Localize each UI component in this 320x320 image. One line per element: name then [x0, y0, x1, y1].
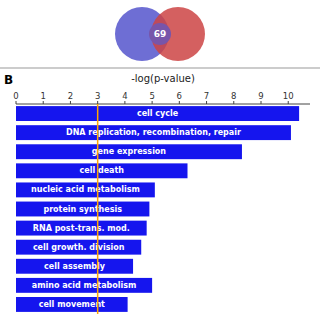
bar — [16, 202, 149, 217]
tick-mark — [16, 101, 17, 104]
category-label: DNA replication, recombination, repair — [66, 128, 241, 137]
bar — [16, 221, 147, 236]
category-label: gene expression — [92, 147, 167, 156]
venn-diagram: 69 — [115, 7, 205, 61]
tick-label: 1 — [41, 91, 46, 101]
tick-mark — [288, 101, 289, 104]
tick-mark — [70, 101, 71, 104]
category-label: nucleic acid metabolism — [31, 185, 140, 194]
bar-labels: cell cycle DNA replication, recombination… — [31, 109, 241, 309]
bar — [16, 259, 133, 274]
venn-circle — [151, 7, 205, 61]
tick-label: 6 — [177, 91, 182, 101]
category-label: RNA post-trans. mod. — [33, 224, 130, 233]
tick-label: 4 — [122, 91, 127, 101]
tick-mark — [261, 101, 262, 104]
category-label: protein synthesis — [43, 205, 122, 214]
bar — [16, 106, 299, 121]
bar — [16, 125, 291, 140]
bar — [16, 163, 188, 178]
tick-mark — [97, 101, 98, 104]
tick-label: 3 — [95, 91, 100, 101]
category-label: cell cycle — [137, 109, 179, 118]
panel-label: B — [4, 73, 13, 87]
category-label: cell growth. division — [33, 243, 125, 252]
separator — [0, 67, 320, 69]
tick-mark — [152, 101, 153, 104]
category-label: cell death — [79, 166, 124, 175]
tick-mark — [206, 101, 207, 104]
venn-overlap — [149, 23, 171, 45]
tick-label: 0 — [13, 91, 18, 101]
venn-label: 69 — [154, 29, 167, 39]
chart: 69 B -log(p-value) 0 1 2 3 4 5 6 7 8 9 10 cell cycle DN… — [0, 0, 320, 320]
tick-label: 10 — [283, 91, 294, 101]
bar — [16, 240, 141, 255]
reference-line — [97, 104, 99, 314]
category-label: cell movement — [39, 300, 105, 309]
tick-label: 9 — [258, 91, 263, 101]
category-label: cell assembly — [44, 262, 106, 271]
tick-label: 5 — [149, 91, 154, 101]
tick-mark — [179, 101, 180, 104]
axis-title: -log(p-value) — [131, 73, 195, 84]
tick-mark — [43, 101, 44, 104]
tick-label: 7 — [204, 91, 209, 101]
bar — [16, 144, 242, 159]
bar — [16, 182, 155, 197]
bars — [16, 106, 299, 312]
x-axis-line — [16, 104, 310, 105]
tick-mark — [233, 101, 234, 104]
bar — [16, 297, 128, 312]
tick-label: 2 — [68, 91, 73, 101]
tick-label: 8 — [231, 91, 236, 101]
category-label: amino acid metabolism — [32, 281, 137, 290]
bar — [16, 278, 152, 293]
tick-mark — [124, 101, 125, 104]
